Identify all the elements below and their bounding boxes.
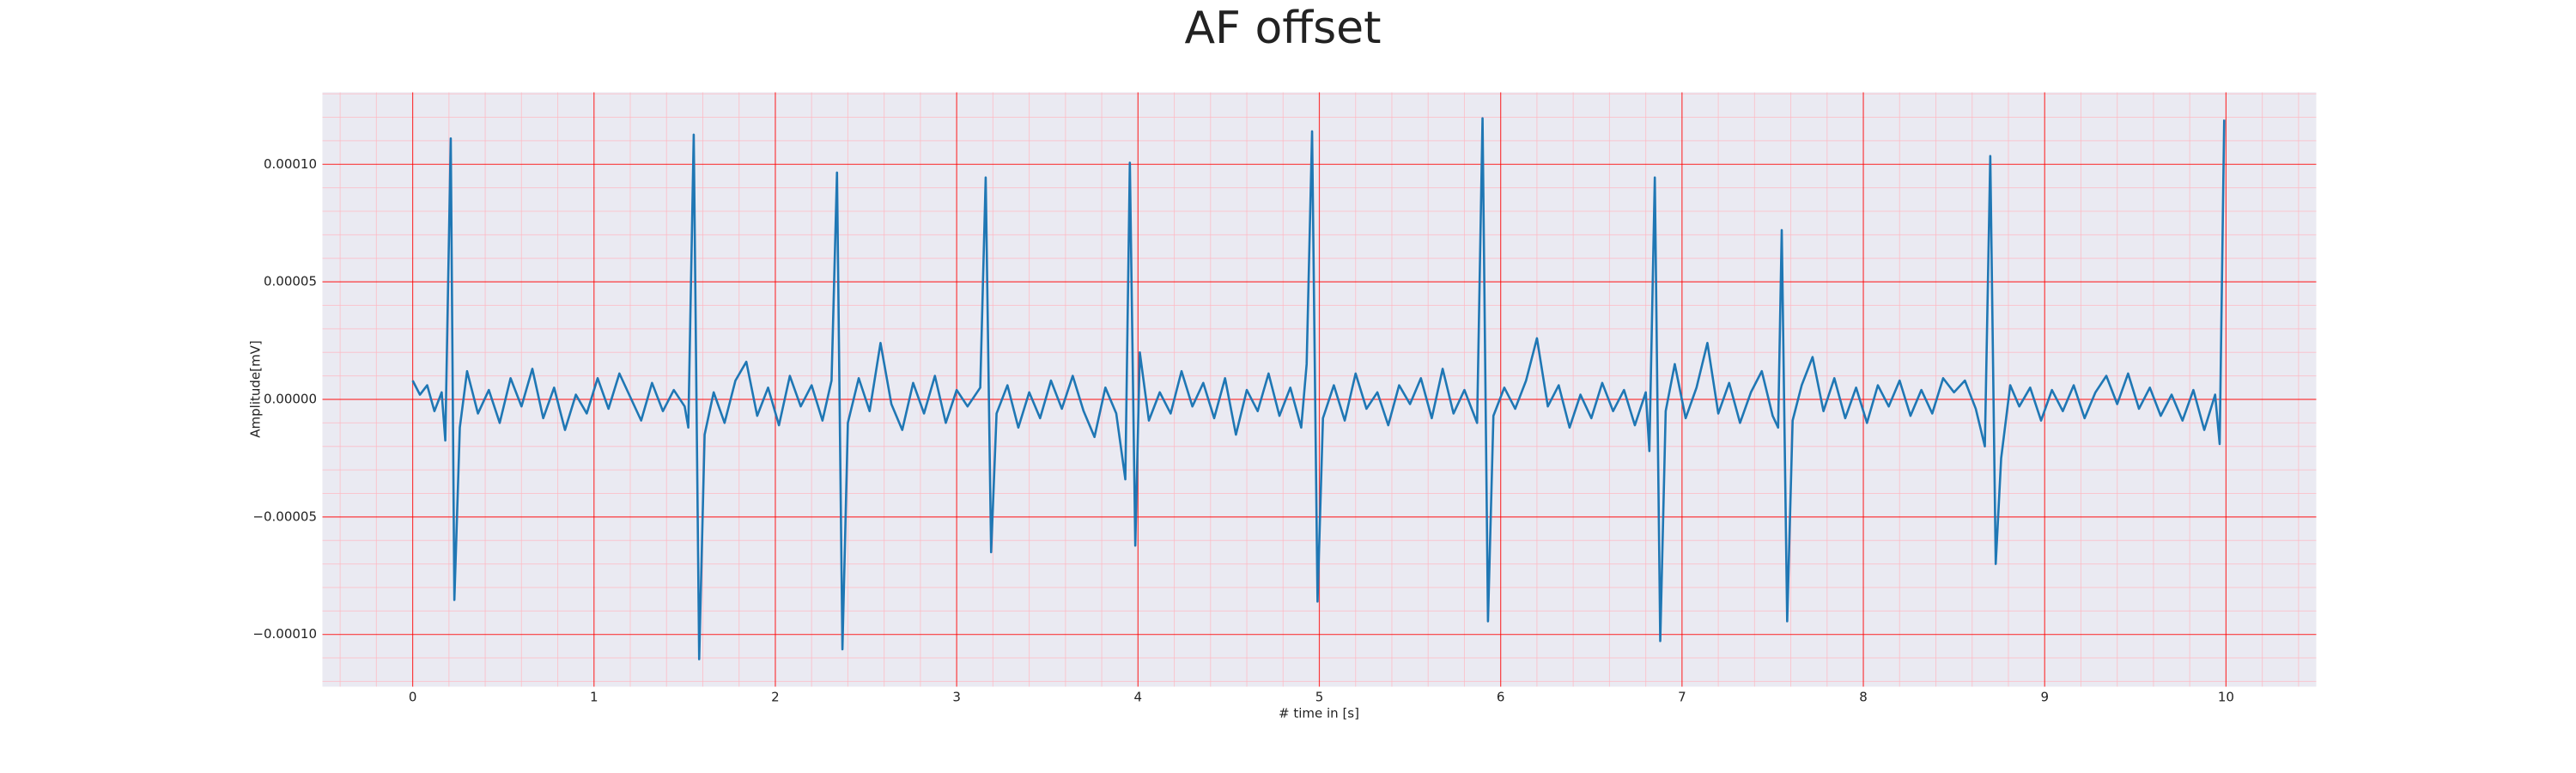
y-tick-label: −0.00010: [252, 626, 317, 642]
signal-line: [411, 117, 2226, 660]
x-tick-label: 7: [1678, 690, 1686, 705]
x-tick-label: 1: [590, 690, 598, 705]
x-tick-label: 0: [409, 690, 417, 705]
x-tick-label: 3: [952, 690, 961, 705]
x-tick-label: 9: [2040, 690, 2049, 705]
x-axis-label: # time in [s]: [1279, 706, 1359, 721]
plot-frame: [321, 91, 2318, 688]
y-tick-label: −0.00005: [252, 508, 317, 524]
x-tick-label: 4: [1134, 690, 1143, 705]
x-tick-label: 2: [771, 690, 780, 705]
chart-title: AF offset: [1184, 3, 1381, 54]
y-tick-label: 0.00010: [264, 156, 317, 172]
y-tick-label: 0.00000: [264, 391, 317, 406]
x-tick-label: 5: [1315, 690, 1324, 705]
y-tick-label: 0.00005: [264, 274, 317, 289]
y-axis-label: Amplitude[mV]: [248, 340, 264, 437]
x-tick-label: 8: [1859, 690, 1868, 705]
x-tick-label: 10: [2218, 690, 2234, 705]
x-tick-label: 6: [1497, 690, 1505, 705]
